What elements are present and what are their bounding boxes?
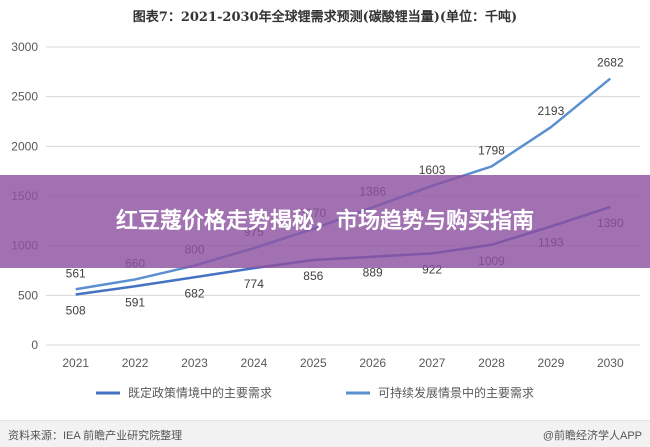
data-label: 1798 [478,143,505,157]
x-tick-label: 2023 [181,356,208,370]
chart-title: 图表7：2021-2030年全球锂需求预测(碳酸锂当量)(单位：千吨) [132,10,518,25]
data-label: 561 [66,266,86,280]
legend-label: 既定政策情境中的主要需求 [128,385,272,400]
x-tick-label: 2028 [478,356,505,370]
footer-bar: 资料来源：IEA 前瞻产业研究院整理 @前瞻经济学人APP [0,420,650,447]
x-tick-label: 2026 [359,356,386,370]
headline-text: 红豆蔻价格走势揭秘，市场趋势与购买指南 [115,208,534,234]
x-tick-label: 2024 [241,356,268,370]
y-tick-label: 500 [18,288,38,302]
y-tick-label: 3000 [11,40,38,54]
x-tick-label: 2030 [597,356,624,370]
data-label: 591 [125,295,145,309]
data-label: 1603 [419,163,446,177]
y-tick-label: 0 [31,338,38,352]
data-label: 2682 [597,56,624,70]
x-tick-label: 2022 [122,356,149,370]
data-label: 682 [184,286,204,300]
headline-banner: 红豆蔻价格走势揭秘，市场趋势与购买指南 [0,175,650,268]
x-tick-label: 2021 [62,356,89,370]
data-label: 856 [303,269,323,283]
source-note: 资料来源：IEA 前瞻产业研究院整理 [8,430,183,442]
legend-label: 可持续发展情景中的主要需求 [378,385,534,400]
brand-label: @前瞻经济学人APP [542,430,642,442]
x-tick-label: 2025 [300,356,327,370]
data-label: 889 [363,266,383,280]
y-tick-label: 2000 [11,139,38,153]
x-tick-label: 2027 [419,356,446,370]
data-label: 2193 [538,104,565,118]
y-tick-label: 2500 [11,90,38,104]
x-tick-label: 2029 [538,356,565,370]
data-label: 508 [66,304,86,318]
data-label: 774 [244,277,264,291]
